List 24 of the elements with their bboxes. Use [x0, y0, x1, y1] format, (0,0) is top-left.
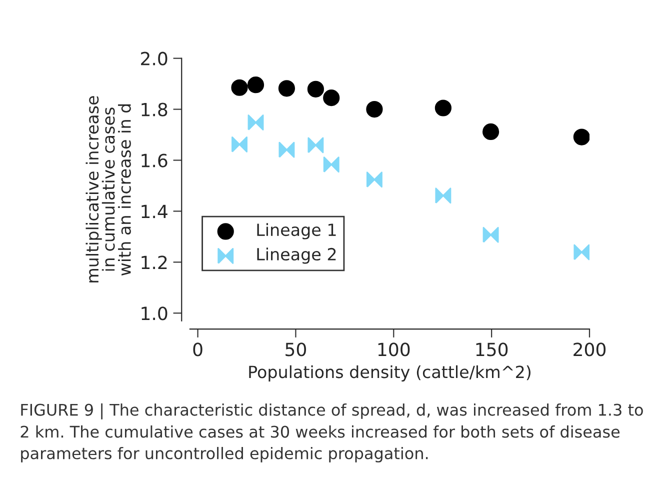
x-tick-label: 100 — [378, 342, 410, 356]
point — [366, 100, 383, 118]
legend-label: Lineage 1 — [257, 223, 336, 240]
x-tick-label: 0 — [193, 342, 202, 356]
point — [247, 76, 264, 94]
y-tick-label: 1.0 — [142, 306, 168, 320]
point — [573, 128, 590, 146]
point — [482, 123, 500, 140]
point — [231, 79, 248, 96]
caption: FIGURE 9 | The characteristic distance of spread, d, was increased from 1.3 to 2 km. The cumulative cases at 30 weeks increased for both sets of disease parameters for uncontrolled epidemic propagation. — [20, 403, 643, 462]
x-tick-label: 150 — [476, 342, 508, 356]
y-tick-label: 1.6 — [142, 154, 168, 168]
y-axis-title: multiplicative increase in cumulative cases with an increase in d — [86, 96, 131, 282]
x-axis-title: Populations density (cattle/km^2) — [249, 365, 530, 382]
point — [323, 90, 340, 106]
y-tick-label: 1.2 — [142, 256, 167, 270]
x-tick-label: 200 — [574, 342, 606, 356]
point — [278, 80, 296, 97]
point — [434, 100, 452, 116]
y-tick-label: 2.0 — [141, 52, 168, 66]
x-tick-label: 50 — [286, 342, 306, 356]
point — [307, 80, 324, 98]
y-tick-label: 1.4 — [142, 204, 168, 218]
y-tick-label: 1.8 — [142, 102, 168, 116]
